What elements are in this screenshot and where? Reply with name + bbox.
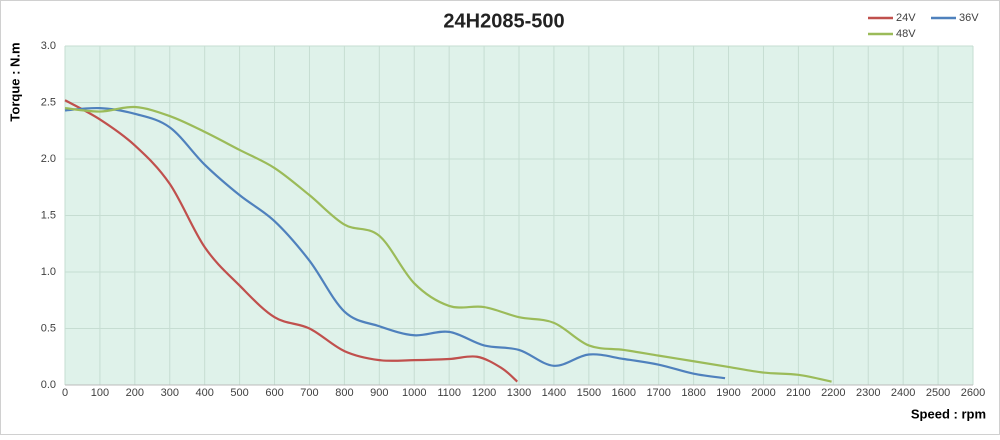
x-tick-label: 1300 [507, 387, 531, 399]
x-tick-label: 800 [335, 387, 353, 399]
chart-title: 24H2085-500 [443, 10, 564, 32]
x-tick-label: 200 [126, 387, 144, 399]
y-tick-label: 1.5 [41, 209, 56, 221]
y-tick-label: 3.0 [41, 40, 56, 52]
legend-label: 48V [896, 28, 916, 40]
x-tick-label: 2600 [961, 387, 985, 399]
x-tick-label: 2500 [926, 387, 950, 399]
x-tick-label: 400 [196, 387, 214, 399]
y-tick-label: 0.5 [41, 322, 56, 334]
y-tick-label: 2.5 [41, 96, 56, 108]
x-tick-label: 2200 [821, 387, 845, 399]
x-tick-label: 1400 [542, 387, 566, 399]
line-series [64, 106, 726, 380]
x-tick-label: 500 [230, 387, 248, 399]
x-axis-title: Speed : rpm [911, 406, 986, 421]
x-tick-label: 2400 [891, 387, 915, 399]
x-tick-label: 1600 [612, 387, 636, 399]
line-series [64, 99, 518, 383]
x-tick-label: 300 [161, 387, 179, 399]
x-tick-label: 0 [62, 387, 68, 399]
x-tick-label: 100 [91, 387, 109, 399]
x-tick-label: 2100 [786, 387, 810, 399]
x-tick-label: 2000 [751, 387, 775, 399]
x-tick-label: 2300 [856, 387, 880, 399]
y-tick-label: 0.0 [41, 379, 56, 391]
x-tick-label: 1000 [402, 387, 426, 399]
legend-label: 24V [896, 12, 916, 24]
x-tick-label: 1800 [681, 387, 705, 399]
y-tick-label: 1.0 [41, 266, 56, 278]
x-tick-label: 1900 [716, 387, 740, 399]
y-tick-label: 2.0 [41, 153, 56, 165]
x-tick-label: 1500 [577, 387, 601, 399]
x-tick-label: 1200 [472, 387, 496, 399]
line-series [64, 105, 832, 383]
x-tick-label: 900 [370, 387, 388, 399]
y-axis-title: Torque : N.m [7, 42, 22, 121]
x-tick-label: 1100 [437, 387, 461, 399]
x-tick-label: 1700 [646, 387, 670, 399]
legend-label: 36V [959, 12, 979, 24]
x-tick-label: 600 [265, 387, 283, 399]
x-tick-label: 700 [300, 387, 318, 399]
